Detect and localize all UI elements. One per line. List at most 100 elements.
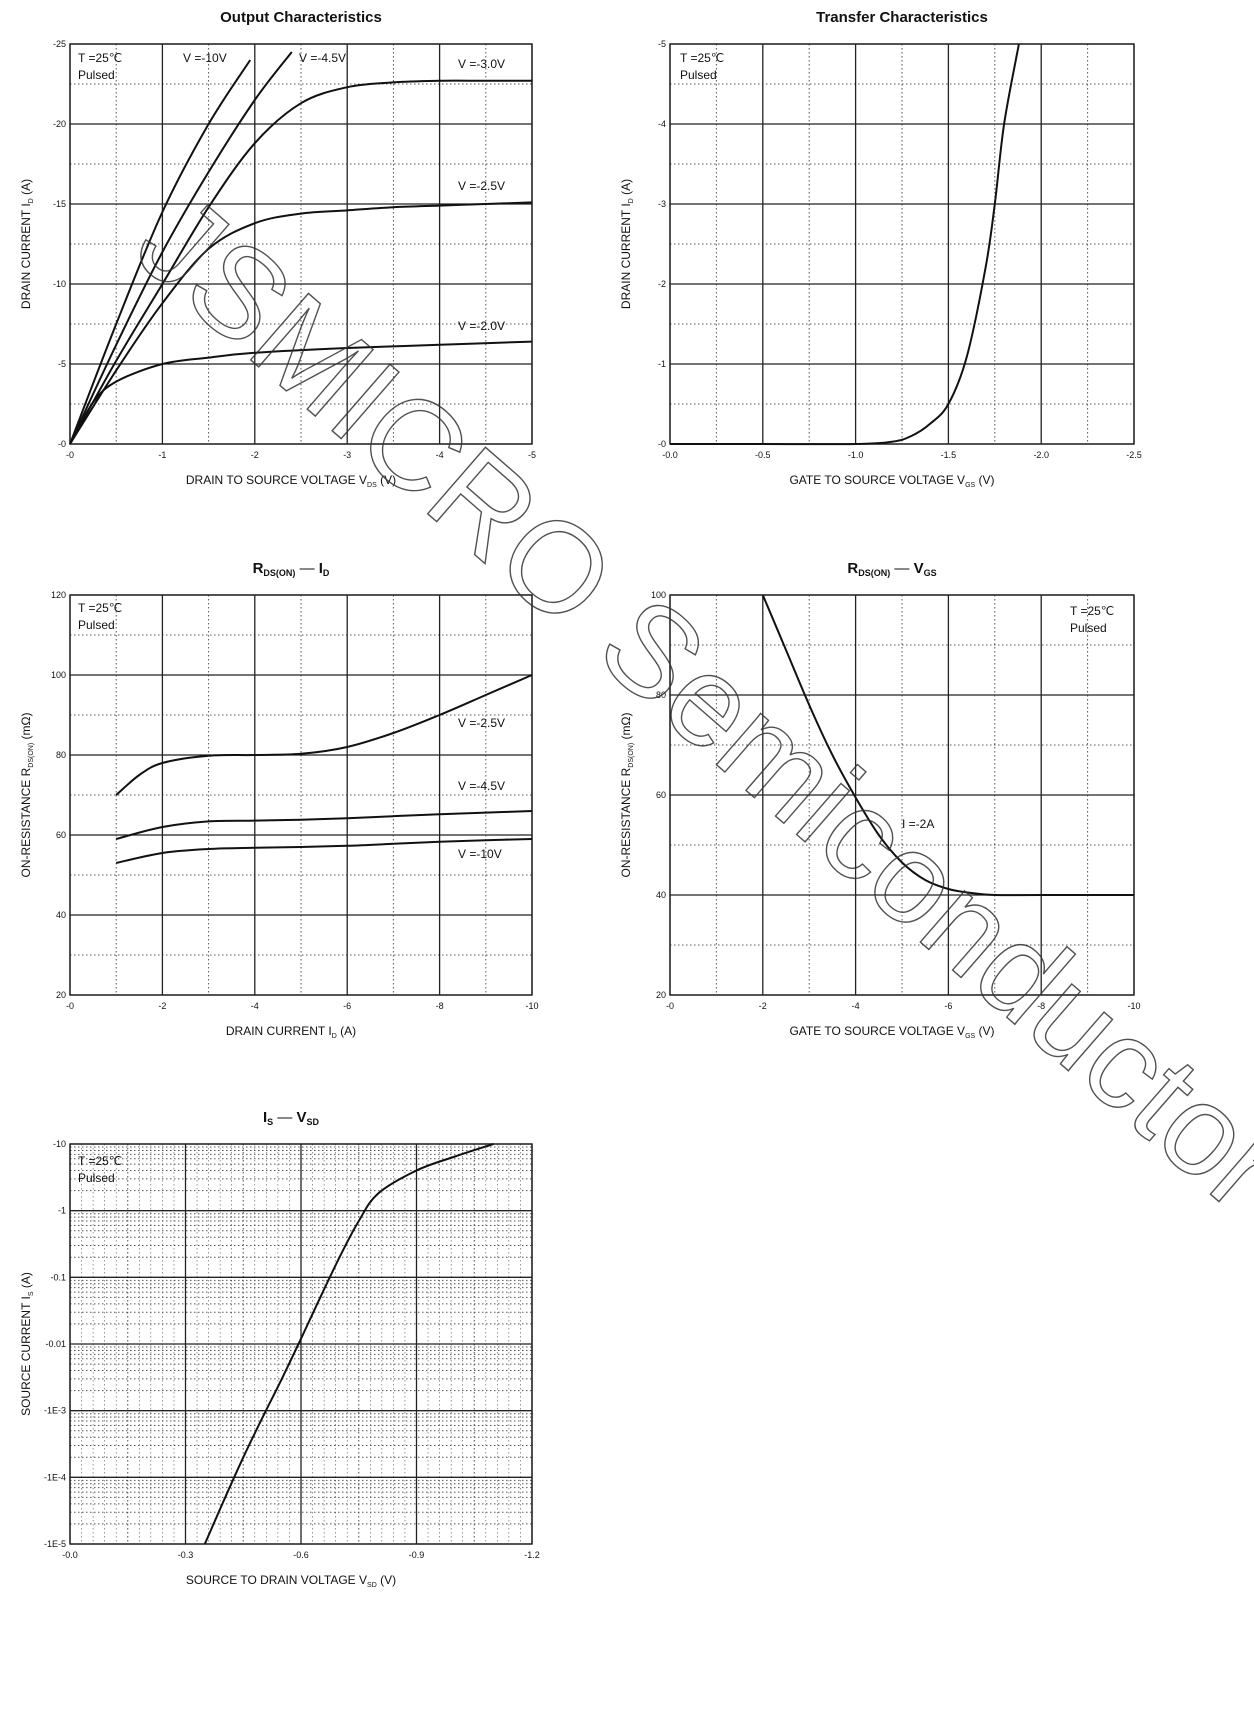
y-tick-label: 60 bbox=[656, 790, 666, 800]
x-tick-label: -8 bbox=[436, 1001, 444, 1011]
y-tick-label: 120 bbox=[51, 590, 66, 600]
x-tick-label: -2 bbox=[759, 1001, 767, 1011]
x-tick-label: -1 bbox=[158, 450, 166, 460]
condition-label: Pulsed bbox=[680, 68, 717, 82]
y-tick-label: -5 bbox=[58, 359, 66, 369]
y-tick-label: -3 bbox=[658, 199, 666, 209]
series-line bbox=[69, 201, 533, 445]
x-tick-label: -10 bbox=[525, 1001, 538, 1011]
y-axis-label: DRAIN CURRENT ID (A) bbox=[19, 179, 35, 309]
series-line bbox=[69, 51, 293, 445]
x-tick-label: -0 bbox=[66, 1001, 74, 1011]
series-line bbox=[115, 674, 533, 796]
chart-title: RDS(ON) — ID bbox=[253, 560, 330, 578]
y-tick-label: 20 bbox=[56, 990, 66, 1000]
series-label: V =-2.5V bbox=[458, 179, 505, 193]
y-tick-label: -15 bbox=[53, 199, 66, 209]
chart-title: RDS(ON) — VGS bbox=[847, 560, 936, 578]
y-tick-label: -0 bbox=[58, 439, 66, 449]
condition-label: Pulsed bbox=[78, 618, 115, 632]
y-tick-label: -1E-5 bbox=[44, 1539, 66, 1549]
y-tick-label: -2 bbox=[658, 279, 666, 289]
chart-title: Output Characteristics bbox=[220, 9, 382, 26]
chart-rds-vgs: -0 -2 -4 -6 -8 -10 20 40 60 80 100 RDS(ON) — VGS GA… bbox=[619, 560, 1141, 1040]
chart-transfer: -0.0 -0.5 -1.0 -1.5 -2.0 -2.5 -0 -1 -2 -3 -4 -5 Tran… bbox=[619, 9, 1142, 489]
x-tick-label: -1.2 bbox=[524, 1550, 540, 1560]
x-axis-label: SOURCE TO DRAIN VOLTAGE VSD (V) bbox=[186, 1573, 396, 1589]
x-tick-label: -10 bbox=[1127, 1001, 1140, 1011]
series-label: V =-4.5V bbox=[299, 51, 346, 65]
chart-output: -0 -1 -2 -3 -4 -5 -0 -5 -10 -15 -20 -25 Output Chara… bbox=[19, 9, 536, 489]
x-tick-label: -0 bbox=[666, 1001, 674, 1011]
condition-label: T =25℃ bbox=[680, 51, 724, 65]
x-tick-label: -0.3 bbox=[178, 1550, 194, 1560]
y-tick-label: 100 bbox=[51, 670, 66, 680]
x-tick-label: -8 bbox=[1037, 1001, 1045, 1011]
series-line bbox=[69, 59, 252, 445]
y-tick-label: -5 bbox=[658, 39, 666, 49]
minor-grid bbox=[70, 595, 532, 995]
x-axis-label: DRAIN TO SOURCE VOLTAGE VDS (V) bbox=[186, 473, 396, 489]
series-label: V =-2.0V bbox=[458, 319, 505, 333]
annotation-label: I =-2A bbox=[902, 817, 934, 831]
y-tick-label: -0.1 bbox=[50, 1272, 66, 1282]
x-axis-label: DRAIN CURRENT ID (A) bbox=[226, 1024, 356, 1040]
plot-frame bbox=[69, 43, 533, 445]
condition-label: T =25℃ bbox=[78, 51, 122, 65]
y-tick-label: 60 bbox=[56, 830, 66, 840]
y-tick-label: -1E-3 bbox=[44, 1406, 66, 1416]
x-tick-label: -2.5 bbox=[1126, 450, 1142, 460]
minor-grid bbox=[670, 44, 1134, 444]
series-line bbox=[69, 79, 532, 445]
condition-label: T =25℃ bbox=[78, 1154, 122, 1168]
x-tick-label: -4 bbox=[852, 1001, 860, 1011]
x-tick-label: -0.5 bbox=[755, 450, 771, 460]
y-axis-label: DRAIN CURRENT ID (A) bbox=[619, 179, 635, 309]
y-tick-label: -10 bbox=[53, 279, 66, 289]
x-tick-label: -1.5 bbox=[941, 450, 957, 460]
series-line bbox=[670, 43, 1020, 446]
y-axis-label: ON-RESISTANCE RDS(ON) (mΩ) bbox=[619, 713, 635, 878]
y-tick-label: -0 bbox=[658, 439, 666, 449]
y-tick-label: -10 bbox=[53, 1139, 66, 1149]
x-tick-label: -3 bbox=[343, 450, 351, 460]
y-tick-label: 20 bbox=[656, 990, 666, 1000]
condition-label: T =25℃ bbox=[1070, 604, 1114, 618]
chart-title: Transfer Characteristics bbox=[816, 9, 988, 26]
series-line bbox=[761, 594, 1134, 897]
condition-label: T =25℃ bbox=[78, 601, 122, 615]
series-line bbox=[203, 1143, 494, 1545]
x-tick-label: -2 bbox=[251, 450, 259, 460]
x-tick-label: -6 bbox=[944, 1001, 952, 1011]
chart-is-vsd: -0.0 -0.3 -0.6 -0.9 -1.2 -1E-5 -1E-4 -1E-3 -0.01… bbox=[19, 1109, 540, 1589]
x-tick-label: -1.0 bbox=[848, 450, 864, 460]
y-tick-label: 100 bbox=[651, 590, 666, 600]
plot-frame bbox=[69, 594, 533, 996]
y-tick-label: 40 bbox=[656, 890, 666, 900]
x-tick-label: -0 bbox=[66, 450, 74, 460]
x-axis-label: GATE TO SOURCE VOLTAGE VGS (V) bbox=[789, 1024, 994, 1040]
x-tick-label: -0.9 bbox=[409, 1550, 425, 1560]
series-line bbox=[115, 810, 533, 840]
chart-title: IS — VSD bbox=[263, 1109, 320, 1127]
x-tick-label: -4 bbox=[251, 1001, 259, 1011]
plot-frame bbox=[669, 43, 1135, 445]
y-tick-label: -20 bbox=[53, 119, 66, 129]
x-tick-label: -0.0 bbox=[62, 1550, 78, 1560]
y-axis-label: ON-RESISTANCE RDS(ON) (mΩ) bbox=[19, 713, 35, 878]
y-tick-label: -1 bbox=[658, 359, 666, 369]
series-line bbox=[115, 838, 533, 864]
condition-label: Pulsed bbox=[78, 1171, 115, 1185]
y-tick-label: -1 bbox=[58, 1206, 66, 1216]
series-line bbox=[69, 340, 533, 445]
y-tick-label: 80 bbox=[56, 750, 66, 760]
x-tick-label: -2.0 bbox=[1033, 450, 1049, 460]
series-label: V =-3.0V bbox=[458, 57, 505, 71]
y-tick-label: 40 bbox=[56, 910, 66, 920]
y-tick-label: 80 bbox=[656, 690, 666, 700]
y-axis-label: SOURCE CURRENT IS (A) bbox=[19, 1272, 35, 1416]
x-tick-label: -4 bbox=[436, 450, 444, 460]
x-tick-label: -0.6 bbox=[293, 1550, 309, 1560]
